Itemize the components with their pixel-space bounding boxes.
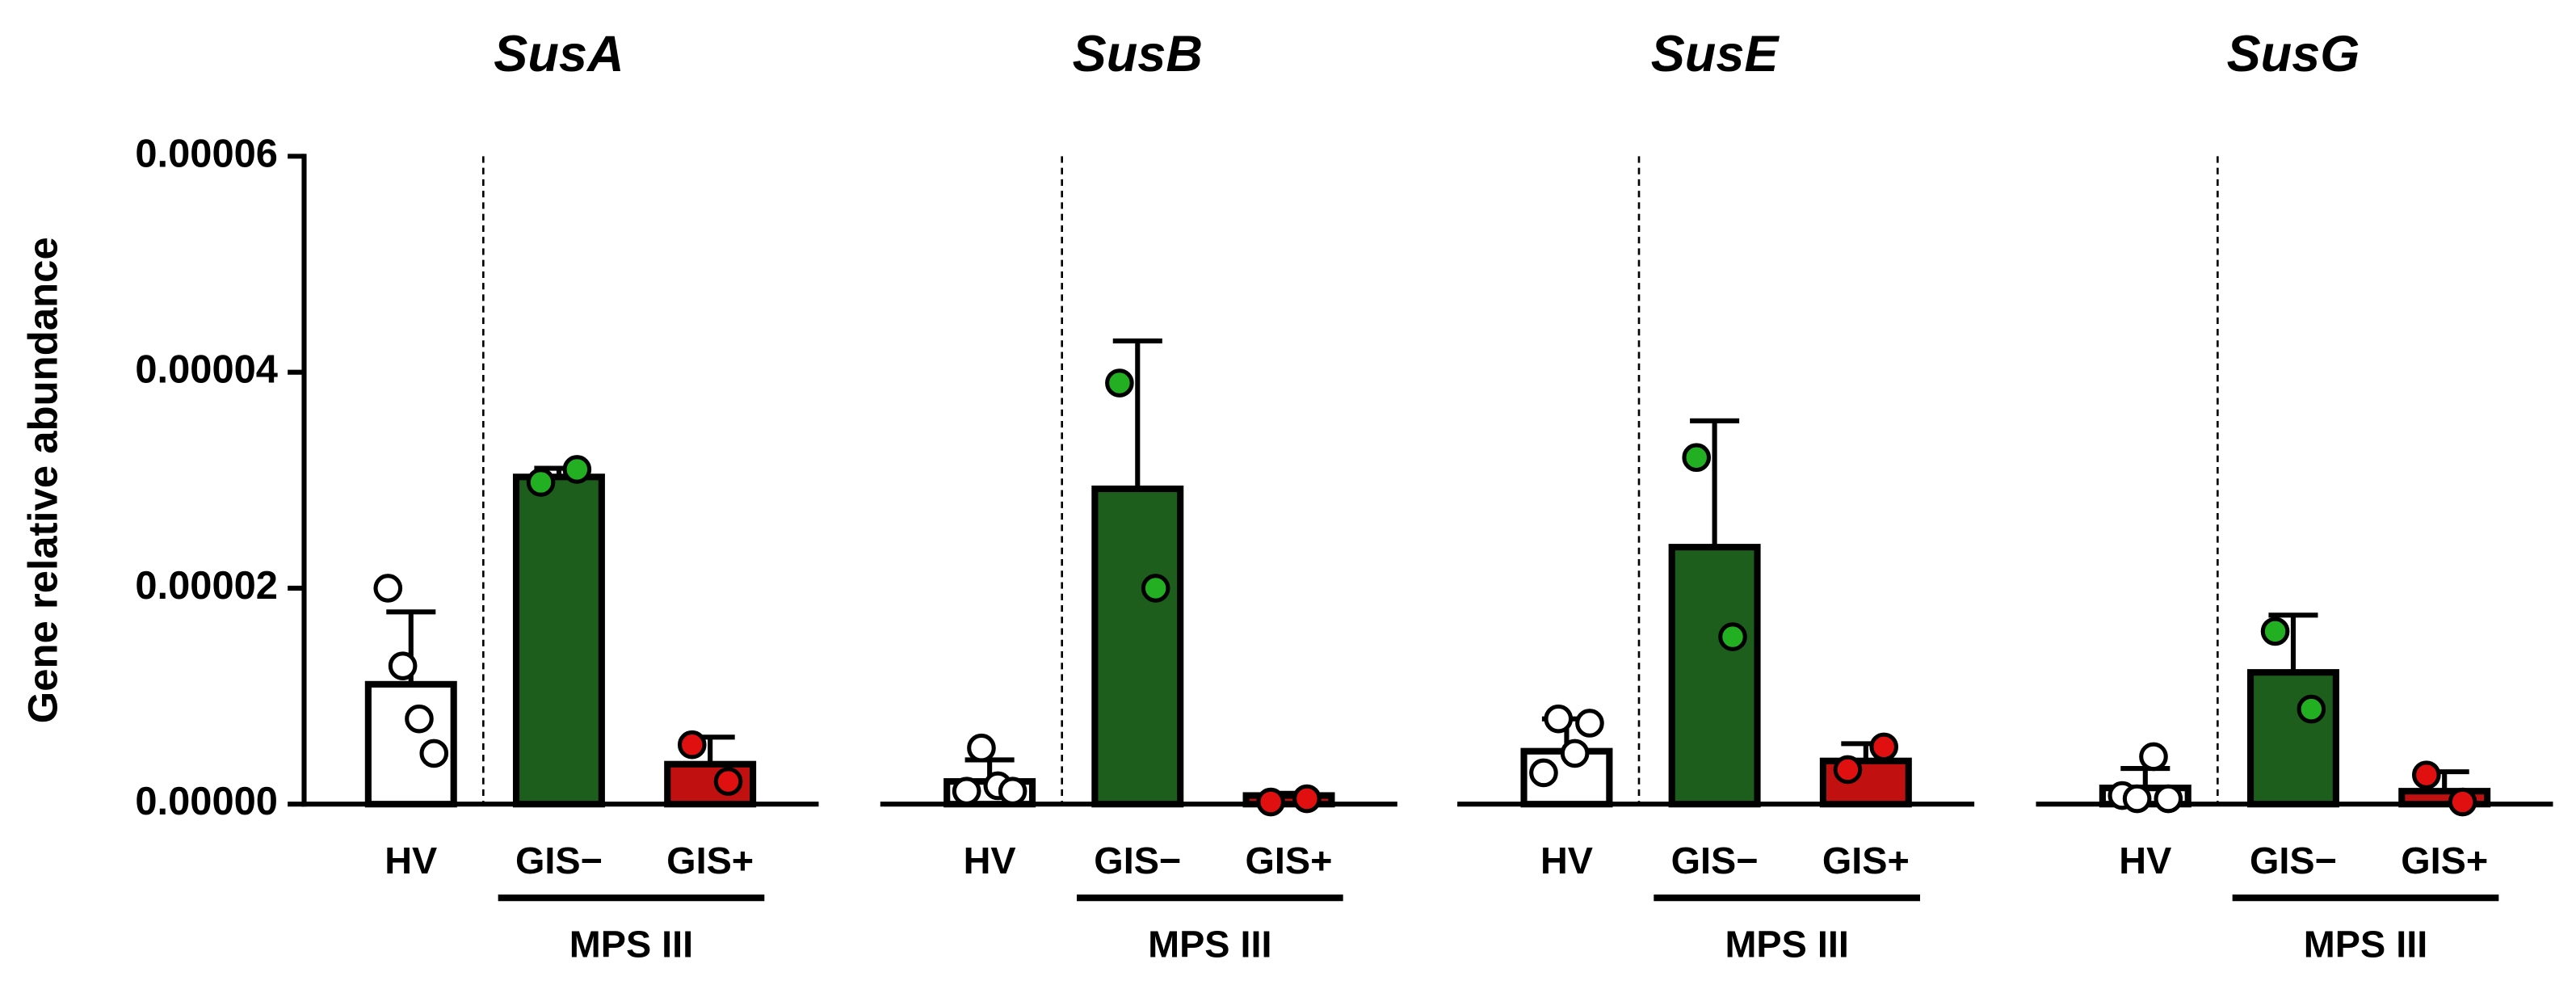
panel-title: SusG: [2227, 26, 2360, 82]
data-point: [2139, 742, 2168, 772]
data-point: [998, 776, 1027, 806]
data-point: [952, 776, 981, 806]
data-point: [405, 704, 434, 734]
group-label: MPS III: [1148, 924, 1271, 966]
x-tick-label: HV: [1540, 840, 1593, 882]
y-tick-label: 0.00006: [135, 132, 278, 175]
x-tick-label: HV: [385, 840, 437, 882]
data-point: [388, 651, 418, 680]
x-tick-label: GIS−: [1671, 840, 1759, 882]
data-point: [562, 455, 592, 484]
group-label: MPS III: [569, 924, 693, 966]
data-point: [967, 733, 996, 763]
y-axis-label: Gene relative abundance: [19, 237, 65, 723]
data-point: [1105, 368, 1134, 398]
data-point: [1869, 732, 1899, 762]
data-point: [713, 767, 743, 796]
group-label: MPS III: [1725, 924, 1848, 966]
bar: [512, 473, 605, 808]
data-point: [1544, 704, 1574, 734]
group-label: MPS III: [2304, 924, 2427, 966]
data-point: [1718, 622, 1747, 651]
data-point: [2448, 787, 2477, 817]
bar: [1091, 485, 1184, 808]
x-tick-label: GIS−: [2250, 840, 2337, 882]
data-point: [373, 574, 403, 603]
data-point: [2297, 694, 2326, 724]
data-point: [2154, 784, 2183, 814]
data-point: [1256, 787, 1285, 817]
data-point: [1141, 574, 1170, 603]
data-point: [1575, 709, 1604, 738]
data-point: [526, 468, 556, 497]
x-tick-label: GIS+: [1822, 840, 1910, 882]
bar: [1668, 544, 1761, 808]
x-tick-label: GIS+: [1246, 840, 1333, 882]
y-tick-label: 0.00002: [135, 564, 278, 608]
x-tick-label: GIS+: [666, 840, 754, 882]
x-tick-label: GIS−: [1094, 840, 1181, 882]
panel-title: SusB: [1073, 26, 1203, 82]
x-tick-label: GIS+: [2401, 840, 2488, 882]
bar: [2246, 669, 2339, 808]
data-point: [2122, 784, 2152, 814]
bar: [1242, 792, 1335, 808]
data-point: [1292, 784, 1322, 814]
data-point: [419, 739, 449, 768]
panel-title: SusA: [494, 26, 624, 82]
x-tick-label: HV: [2119, 840, 2171, 882]
data-point: [1682, 443, 1712, 473]
x-tick-label: HV: [964, 840, 1016, 882]
panel-title: SusE: [1651, 26, 1780, 82]
data-point: [2411, 760, 2441, 789]
y-tick-label: 0.00000: [135, 780, 278, 823]
data-point: [1529, 758, 1558, 788]
data-point: [677, 730, 707, 760]
data-point: [1833, 755, 1863, 785]
x-tick-label: GIS−: [515, 840, 603, 882]
data-point: [2260, 617, 2290, 646]
y-tick-label: 0.00004: [135, 348, 278, 392]
data-point: [1560, 739, 1590, 768]
